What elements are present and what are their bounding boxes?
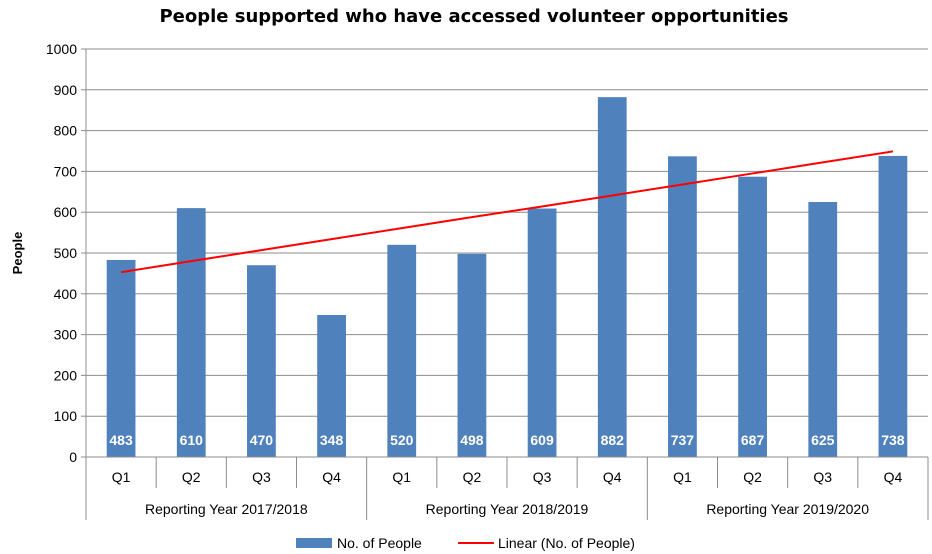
category-label: Q1 [392, 469, 411, 485]
trendline-series [120, 150, 894, 274]
legend-label-bar: No. of People [337, 535, 422, 551]
bar [317, 315, 346, 457]
bar-series [106, 97, 908, 458]
bar [176, 208, 206, 457]
data-label: 520 [390, 432, 414, 448]
category-label: Q4 [322, 469, 341, 485]
category-label: Q3 [533, 469, 552, 485]
y-tick-label: 800 [54, 123, 78, 139]
y-tick-label: 500 [54, 245, 78, 261]
group-label: Reporting Year 2018/2019 [426, 501, 589, 517]
legend-label-trend: Linear (No. of People) [498, 535, 635, 551]
y-tick-label: 300 [54, 327, 78, 343]
data-labels: 483 610 470 348 520 498 609 882 737 687 625 738 [109, 432, 904, 448]
bar [808, 202, 838, 457]
data-label: 348 [320, 432, 344, 448]
category-label: Q1 [673, 469, 692, 485]
bar [106, 259, 136, 457]
category-label: Q2 [182, 469, 201, 485]
bar [527, 208, 557, 457]
y-tick-label: 700 [54, 163, 78, 179]
trendline [120, 150, 894, 274]
data-label: 882 [601, 432, 625, 448]
category-label: Q4 [603, 469, 622, 485]
group-label: Reporting Year 2019/2020 [706, 501, 869, 517]
bar [387, 244, 417, 457]
y-tick-label: 1000 [46, 41, 77, 57]
bar [738, 176, 767, 458]
category-label: Q3 [252, 469, 271, 485]
y-axis-label: People [10, 232, 25, 275]
y-tick-label: 900 [54, 82, 78, 98]
bar [668, 156, 697, 457]
category-label: Q1 [112, 469, 131, 485]
data-label: 470 [250, 432, 274, 448]
data-label: 483 [109, 432, 133, 448]
bar [597, 97, 627, 458]
x-axis: Q1 Q2 Q3 Q4 Q1 Q2 Q3 Q4 Q1 Q2 Q3 Q4 Reporting Year 2… [85, 456, 929, 520]
data-label: 687 [741, 432, 765, 448]
y-tick-label: 100 [54, 408, 78, 424]
category-label: Q4 [884, 469, 903, 485]
category-label: Q2 [463, 469, 482, 485]
bar [878, 155, 908, 457]
data-label: 498 [460, 432, 484, 448]
group-label: Reporting Year 2017/2018 [145, 501, 308, 517]
bar [457, 253, 487, 457]
legend: No. of People Linear (No. of People) [296, 535, 635, 551]
gridlines [86, 48, 928, 458]
data-label: 610 [180, 432, 204, 448]
data-label: 738 [881, 432, 905, 448]
data-label: 737 [671, 432, 695, 448]
y-axis-ticks: 0 100 200 300 400 500 600 700 800 900 1000 [46, 41, 87, 465]
y-tick-label: 400 [54, 286, 78, 302]
category-label: Q2 [743, 469, 762, 485]
y-tick-label: 600 [54, 204, 78, 220]
y-tick-label: 0 [69, 449, 77, 465]
legend-swatch-bar [296, 538, 332, 548]
y-tick-label: 200 [54, 367, 78, 383]
bar [247, 265, 276, 457]
category-label: Q3 [813, 469, 832, 485]
chart-title: People supported who have accessed volun… [159, 6, 788, 27]
data-label: 625 [811, 432, 835, 448]
data-label: 609 [530, 432, 554, 448]
